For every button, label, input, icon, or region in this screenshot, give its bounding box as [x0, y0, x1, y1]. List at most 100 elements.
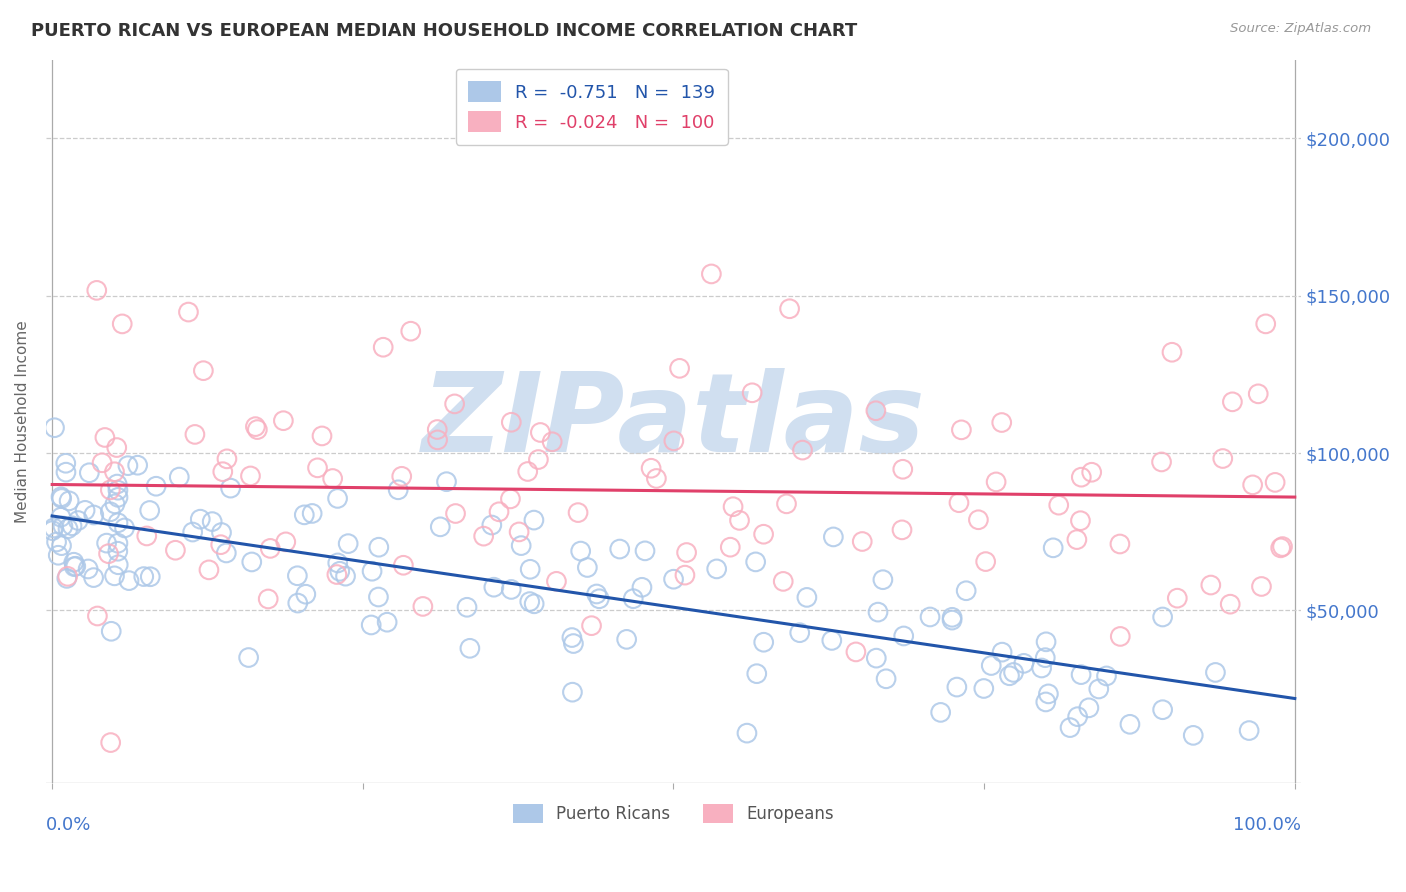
Point [621, 591, 644, 606]
Point [752, 527, 775, 541]
Point [75, 503, 97, 517]
Point [429, 520, 451, 534]
Point [998, 669, 1021, 683]
Point [745, 666, 768, 681]
Point [426, 423, 449, 437]
Point [875, 672, 897, 686]
Point [1270, 541, 1292, 555]
Point [117, 458, 139, 473]
Point [215, 546, 238, 560]
Point [1247, 387, 1270, 401]
Point [588, 591, 610, 606]
Point [772, 574, 794, 589]
Point [1077, 701, 1099, 715]
Point [796, 591, 818, 605]
Point [1264, 475, 1286, 490]
Point [1002, 665, 1025, 680]
Text: PUERTO RICAN VS EUROPEAN MEDIAN HOUSEHOLD INCOME CORRELATION CHART: PUERTO RICAN VS EUROPEAN MEDIAN HOUSEHOL… [31, 22, 858, 40]
Point [329, 564, 352, 578]
Point [779, 301, 801, 316]
Point [367, 590, 389, 604]
Point [287, 568, 309, 582]
Point [86, 609, 108, 624]
Point [1095, 669, 1118, 683]
Point [107, 544, 129, 558]
Point [44, 421, 66, 435]
Point [1199, 578, 1222, 592]
Point [527, 452, 550, 467]
Point [519, 562, 541, 576]
Point [789, 625, 811, 640]
Point [103, 569, 125, 583]
Point [1059, 721, 1081, 735]
Point [562, 636, 585, 650]
Point [1241, 478, 1264, 492]
Point [984, 475, 1007, 489]
Point [1237, 723, 1260, 738]
Point [1033, 650, 1056, 665]
Point [728, 513, 751, 527]
Point [1066, 533, 1088, 547]
Point [662, 572, 685, 586]
Point [337, 536, 360, 550]
Point [499, 491, 522, 506]
Point [946, 680, 969, 694]
Point [929, 706, 952, 720]
Point [86, 284, 108, 298]
Point [1254, 317, 1277, 331]
Point [426, 433, 449, 447]
Point [139, 570, 162, 584]
Point [45, 535, 67, 549]
Point [631, 580, 654, 594]
Point [1066, 709, 1088, 723]
Point [519, 594, 541, 608]
Point [948, 496, 970, 510]
Point [104, 497, 127, 511]
Text: 100.0%: 100.0% [1233, 816, 1301, 834]
Point [546, 574, 568, 589]
Point [1161, 345, 1184, 359]
Point [1222, 394, 1244, 409]
Point [292, 508, 315, 522]
Point [107, 536, 129, 550]
Point [239, 469, 262, 483]
Point [184, 427, 207, 442]
Point [436, 475, 458, 489]
Point [412, 599, 434, 614]
Point [662, 434, 685, 448]
Point [219, 481, 242, 495]
Point [893, 629, 915, 643]
Point [955, 583, 977, 598]
Point [444, 507, 467, 521]
Point [482, 580, 505, 594]
Point [42, 521, 65, 535]
Point [105, 477, 128, 491]
Point [107, 516, 129, 530]
Point [472, 529, 495, 543]
Point [188, 512, 211, 526]
Point [585, 587, 607, 601]
Point [508, 524, 530, 539]
Point [49, 510, 72, 524]
Point [1250, 579, 1272, 593]
Point [1070, 667, 1092, 681]
Point [100, 624, 122, 639]
Point [107, 558, 129, 572]
Point [83, 571, 105, 585]
Point [1047, 498, 1070, 512]
Point [399, 324, 422, 338]
Point [1035, 695, 1057, 709]
Point [307, 460, 329, 475]
Point [974, 555, 997, 569]
Point [56, 571, 79, 585]
Text: ZIPatlas: ZIPatlas [422, 368, 925, 475]
Point [103, 465, 125, 479]
Point [1069, 514, 1091, 528]
Point [1109, 537, 1132, 551]
Point [891, 523, 914, 537]
Point [845, 645, 868, 659]
Point [107, 491, 129, 505]
Point [51, 539, 73, 553]
Point [891, 462, 914, 476]
Point [67, 514, 90, 528]
